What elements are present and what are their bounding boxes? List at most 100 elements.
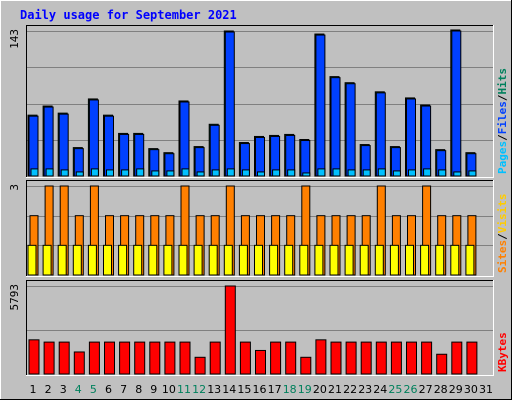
bar-kbytes-day-6 [104,341,115,375]
bar-files-day-22 [345,83,356,177]
bar-files-day-5 [88,99,99,177]
day-label-14: 14 [222,383,236,396]
bar-pages-day-19 [302,172,311,177]
legend-item: Visits [496,194,509,234]
day-label-1: 1 [30,383,37,396]
day-label-23: 23 [358,383,372,396]
bar-kbytes-day-24 [375,341,387,375]
bar-kbytes-day-20 [315,339,327,375]
day-label-30: 30 [464,383,478,396]
bar-sites-day-27 [420,244,430,276]
bar-kbytes-day-13 [209,341,221,375]
bar-pages-day-20 [317,168,326,177]
bar-sites-day-7 [118,244,128,276]
bar-pages-day-27 [423,168,432,177]
day-label-31: 31 [479,383,493,396]
bar-pages-day-24 [377,168,386,177]
day-label-16: 16 [253,383,267,396]
bar-pages-day-29 [453,171,462,177]
day-label-3: 3 [60,383,67,396]
bar-files-day-13 [209,124,220,177]
legend-kbytes: KBytes [496,332,509,372]
day-label-27: 27 [419,383,433,396]
bar-pages-day-10 [166,170,175,177]
day-label-6: 6 [105,383,112,396]
bar-pages-day-30 [468,170,477,177]
day-label-21: 21 [328,383,342,396]
bar-pages-day-5 [90,168,99,177]
bar-files-day-26 [406,98,416,177]
bar-pages-day-9 [151,170,160,177]
day-label-18: 18 [283,383,297,396]
bar-sites-day-21 [329,244,339,276]
panel-visits-sites: 3 Sites/Visits [8,180,509,277]
bar-kbytes-day-30 [466,341,478,375]
bar-sites-day-12 [193,244,203,276]
bar-pages-day-23 [362,169,371,177]
bar-kbytes-day-18 [285,341,297,375]
bar-pages-day-14 [226,168,235,177]
day-label-2: 2 [45,383,52,396]
bar-sites-day-1 [27,244,37,276]
day-label-4: 4 [75,383,82,396]
y-max-label: 3 [8,184,21,191]
bar-sites-day-16 [254,244,263,276]
bar-pages-day-13 [211,169,220,177]
bar-kbytes-day-19 [300,356,312,375]
panel-kbytes: 5793 KBytes [8,280,509,376]
legend-item: Hits [496,68,509,95]
bar-kbytes-day-10 [164,341,176,375]
bar-sites-day-13 [208,244,218,276]
bar-pages-day-7 [121,169,130,177]
bar-pages-day-12 [196,171,205,177]
bar-sites-day-18 [284,244,294,276]
legend-item: Pages [496,141,509,174]
legend-item: Files [496,101,509,134]
legend-item: KBytes [496,332,509,372]
day-label-9: 9 [150,383,157,396]
day-label-7: 7 [120,383,127,396]
bar-files-day-3 [58,113,69,177]
bar-pages-day-4 [75,171,84,177]
bar-sites-day-30 [465,244,475,276]
bar-kbytes-day-14 [224,285,236,375]
bar-kbytes-day-5 [88,341,100,375]
bar-sites-day-9 [148,244,158,276]
bar-files-day-11 [179,101,190,177]
bar-files-day-29 [451,30,462,177]
bar-pages-day-11 [181,168,190,177]
bar-sites-day-20 [314,244,324,276]
bar-sites-day-6 [103,244,112,276]
bar-kbytes-day-28 [436,353,448,375]
bar-sites-day-5 [87,244,97,276]
bar-kbytes-day-8 [134,341,146,375]
bar-kbytes-day-21 [330,341,342,375]
bar-kbytes-day-12 [194,356,206,375]
bar-kbytes-day-2 [43,341,55,375]
bar-kbytes-day-27 [421,341,433,375]
bar-kbytes-day-22 [345,341,357,375]
day-label-10: 10 [162,383,176,396]
day-label-19: 19 [298,383,312,396]
bar-pages-day-17 [272,169,281,177]
bar-kbytes-day-26 [406,341,417,375]
bar-pages-day-16 [257,171,265,177]
chart-title: Daily usage for September 2021 [20,8,237,22]
bar-sites-day-10 [163,244,173,276]
bar-sites-day-22 [344,244,354,276]
bar-kbytes-day-29 [451,341,463,375]
bar-sites-day-25 [389,244,399,276]
bar-files-day-6 [104,115,114,177]
bar-files-day-2 [43,106,54,177]
bar-kbytes-day-9 [149,341,161,375]
bar-pages-day-2 [45,168,54,177]
bar-sites-day-29 [450,244,460,276]
bar-pages-day-22 [347,169,356,177]
day-label-28: 28 [434,383,448,396]
bar-pages-day-21 [332,168,341,177]
bar-sites-day-2 [42,244,52,276]
day-axis-labels: 1 2 3 4 5 6 7 8 9 10 11 12 13 14 15 16 17 18 19 20 21 22 23 24 2… [30,383,494,396]
bar-kbytes-day-25 [390,341,402,375]
day-label-8: 8 [135,383,142,396]
